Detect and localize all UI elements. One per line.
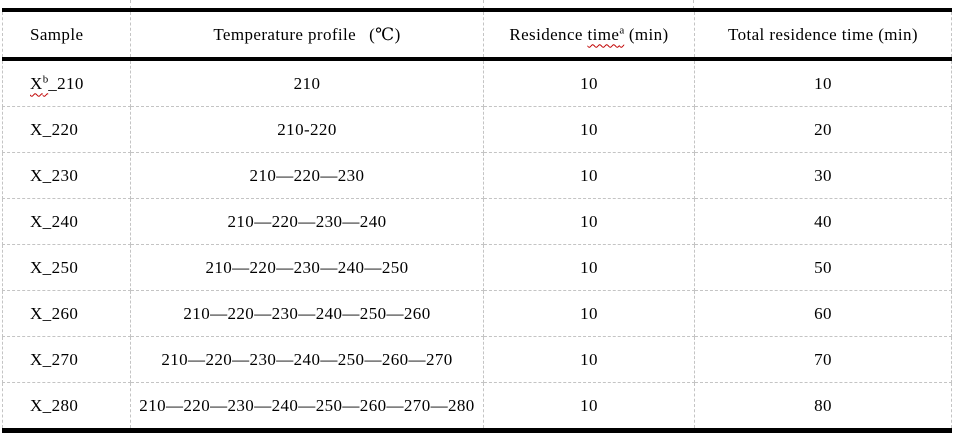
col-header-total-residence-time: Total residence time (min) [694, 9, 952, 61]
residence-time-cell: 10 [483, 382, 695, 431]
gridline-stub [693, 0, 694, 9]
total-time-cell: 40 [694, 198, 952, 245]
gridline-stub [483, 0, 484, 9]
gridline-stub [130, 0, 131, 9]
sample-cell: X_220 [2, 106, 131, 153]
residence-time-cell: 10 [483, 290, 695, 337]
footnote-marker-b: b [42, 72, 49, 85]
table-row: X_270 210—220—230—240—250—260—270 10 70 [2, 336, 952, 383]
residence-time-label: Residence [509, 24, 588, 44]
temperature-profile-label: Temperature profile [213, 24, 357, 44]
profile-cell: 210—220—230—240—250—260—270—280 [130, 382, 484, 431]
spellcheck-underlined-text: Xb [30, 72, 49, 93]
residence-time-cell: 10 [483, 336, 695, 383]
sample-cell: X_260 [2, 290, 131, 337]
col-header-sample: Sample [2, 9, 131, 61]
residence-time-cell: 10 [483, 244, 695, 291]
table-row: X_280 210—220—230—240—250—260—270—280 10… [2, 382, 952, 431]
profile-cell: 210—220—230—240—250—260 [130, 290, 484, 337]
total-time-cell: 50 [694, 244, 952, 291]
sample-cell: X_270 [2, 336, 131, 383]
table-row: Xb_210 210 10 10 [2, 58, 952, 107]
col-header-temperature-profile: Temperature profile (℃) [130, 9, 484, 61]
table-row: X_240 210—220—230—240 10 40 [2, 198, 952, 245]
header-row: Sample Temperature profile (℃) Residence … [2, 9, 952, 61]
col-header-residence-time: Residence timea (min) [483, 9, 695, 61]
profile-cell: 210 [130, 58, 484, 107]
total-time-cell: 60 [694, 290, 952, 337]
profile-cell: 210—220—230—240—250 [130, 244, 484, 291]
residence-time-cell: 10 [483, 198, 695, 245]
sample-cell: X_250 [2, 244, 131, 291]
profile-cell: 210—220—230 [130, 152, 484, 199]
table-row: X_220 210-220 10 20 [2, 106, 952, 153]
residence-time-word: time [587, 24, 620, 44]
sample-base: X [30, 73, 43, 93]
temperature-profile-table: Sample Temperature profile (℃) Residence … [2, 8, 952, 433]
sample-cell: X_280 [2, 382, 131, 431]
sample-suffix: _210 [48, 73, 84, 93]
total-time-cell: 10 [694, 58, 952, 107]
spellcheck-underlined-text: timea [587, 23, 625, 44]
residence-time-cell: 10 [483, 106, 695, 153]
total-time-cell: 80 [694, 382, 952, 431]
table-row: X_230 210—220—230 10 30 [2, 152, 952, 199]
sample-cell: Xb_210 [2, 58, 131, 107]
sample-cell: X_240 [2, 198, 131, 245]
residence-time-cell: 10 [483, 152, 695, 199]
total-time-cell: 70 [694, 336, 952, 383]
profile-cell: 210-220 [130, 106, 484, 153]
profile-cell: 210—220—230—240—250—260—270 [130, 336, 484, 383]
sample-cell: X_230 [2, 152, 131, 199]
table-row: X_250 210—220—230—240—250 10 50 [2, 244, 952, 291]
total-time-cell: 30 [694, 152, 952, 199]
profile-cell: 210—220—230—240 [130, 198, 484, 245]
total-time-cell: 20 [694, 106, 952, 153]
temperature-unit-label: (℃) [369, 24, 401, 44]
residence-time-unit: (min) [624, 24, 669, 44]
footnote-marker-a: a [619, 23, 625, 36]
table-row: X_260 210—220—230—240—250—260 10 60 [2, 290, 952, 337]
residence-time-cell: 10 [483, 58, 695, 107]
